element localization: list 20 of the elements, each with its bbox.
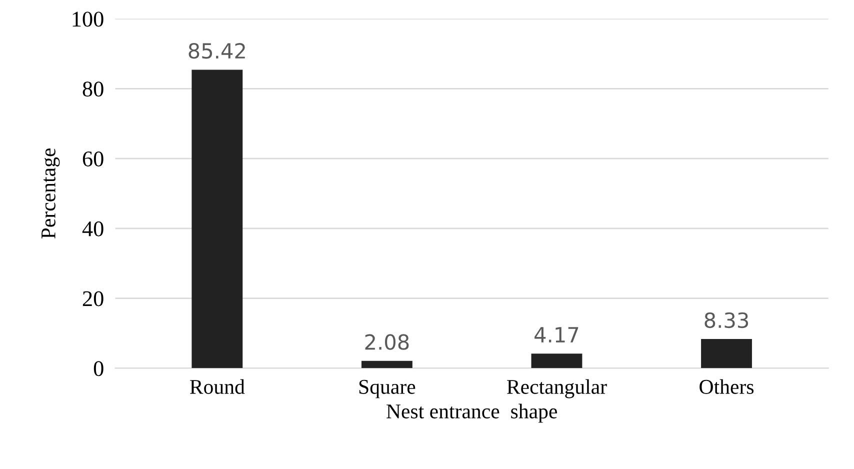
y-tick-label: 20 — [82, 291, 104, 306]
y-tick-label: 40 — [82, 221, 104, 236]
x-tick-label: Others — [700, 379, 754, 394]
x-tick-label: Rectangular — [507, 379, 607, 398]
bar — [531, 354, 582, 368]
data-label: 8.33 — [704, 312, 748, 328]
x-tick-label: Round — [190, 379, 245, 394]
y-axis-title: Percentage — [42, 148, 60, 239]
bar — [192, 70, 243, 368]
x-axis-title: Nest entrance shape — [386, 404, 558, 423]
y-tick-label: 100 — [72, 12, 104, 27]
x-tick-label: Square — [359, 380, 416, 398]
bar — [701, 339, 752, 368]
y-tick-label: 0 — [94, 361, 104, 376]
data-label: 2.08 — [365, 334, 409, 350]
bar — [361, 360, 412, 368]
data-label: 85.42 — [188, 42, 245, 59]
data-label: 4.17 — [534, 327, 578, 342]
y-tick-label: 80 — [82, 82, 104, 97]
y-tick-label: 60 — [82, 151, 104, 166]
